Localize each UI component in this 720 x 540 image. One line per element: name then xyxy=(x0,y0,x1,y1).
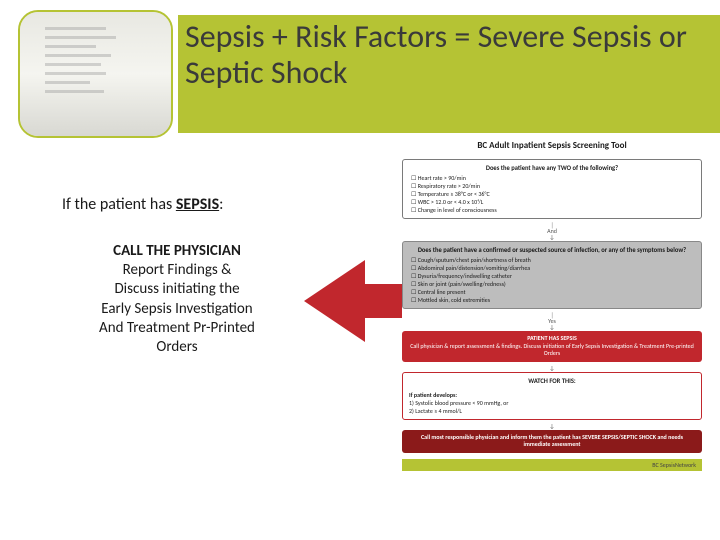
if-prefix: If the patient has xyxy=(62,195,176,214)
header-band: Sepsis + Risk Factors = Severe Sepsis or… xyxy=(0,15,720,133)
list-item: Dysuria/frequency/indwelling catheter xyxy=(411,272,695,280)
tool-title: BC Adult Inpatient Sepsis Screening Tool xyxy=(402,140,702,151)
if-sepsis-line: If the patient has SEPSIS: xyxy=(62,195,292,214)
footer-label: BC SepsisNetwork xyxy=(652,461,696,469)
list-item: Skin or joint (pain/swelling/redness) xyxy=(411,280,695,288)
connector-down-2: ↓ xyxy=(402,422,702,430)
action-line: Early Sepsis Investigation xyxy=(66,300,288,319)
screening-tool-card: BC Adult Inpatient Sepsis Screening Tool… xyxy=(402,140,702,471)
list-item: Heart rate > 90/min xyxy=(411,174,695,182)
list-item: WBC > 12.0 or < 4.0 x 10⁹/L xyxy=(411,198,695,206)
severe-text: Call most responsible physician and info… xyxy=(421,433,683,449)
list-item: Respiratory rate > 20/min xyxy=(411,182,695,190)
list-item: Abdominal pain/distension/vomiting/diarr… xyxy=(411,264,695,272)
patient-has-sepsis-box: PATIENT HAS SEPSIS Call physician & repo… xyxy=(402,331,702,362)
list-item: Mottled skin, cold extremities xyxy=(411,296,695,304)
sepsis-underlined: SEPSIS xyxy=(176,195,219,214)
list-item: 2) Lactate ≥ 4 mmol/L xyxy=(409,407,695,415)
connector-down: ↓ xyxy=(402,364,702,372)
action-line: Report Findings & xyxy=(66,261,288,280)
call-physician-label: CALL THE PHYSICIAN xyxy=(66,242,288,261)
tool-footer: BC SepsisNetwork xyxy=(402,459,702,471)
action-line: And Treatment Pr-Printed xyxy=(66,319,288,338)
list-item: Temperature ≥ 38°C or < 36°C xyxy=(411,190,695,198)
connector-and: │ And ↓ xyxy=(402,221,702,241)
colon: : xyxy=(219,195,223,214)
list-item: Central line present xyxy=(411,288,695,296)
criteria-box-1: Does the patient have any TWO of the fol… xyxy=(402,159,702,219)
action-line: Discuss initiating the xyxy=(66,280,288,299)
redbox-body: Call physician & report assessment & fin… xyxy=(408,343,696,358)
instruction-block: If the patient has SEPSIS: CALL THE PHYS… xyxy=(62,195,292,357)
list-item: Change in level of consciousness xyxy=(411,206,695,214)
list-item: 1) Systolic blood pressure < 90 mmHg, or xyxy=(409,399,695,407)
severe-sepsis-box: Call most responsible physician and info… xyxy=(402,430,702,453)
criteria-box-2: Does the patient have a confirmed or sus… xyxy=(402,241,702,309)
slide-title: Sepsis + Risk Factors = Severe Sepsis or… xyxy=(185,19,700,91)
watch-header: WATCH FOR THIS: xyxy=(409,377,695,385)
box1-header: Does the patient have any TWO of the fol… xyxy=(409,164,695,172)
thumbnail-image xyxy=(18,10,173,138)
connector-yes: │ Yes ↓ xyxy=(402,311,702,331)
action-line: Orders xyxy=(66,338,288,357)
watch-box: WATCH FOR THIS: If patient develops: 1) … xyxy=(402,372,702,420)
box2-list: Cough/sputum/chest pain/shortness of bre… xyxy=(409,256,695,304)
action-block: CALL THE PHYSICIAN Report Findings & Dis… xyxy=(62,242,292,357)
box1-list: Heart rate > 90/min Respiratory rate > 2… xyxy=(409,174,695,214)
box2-header: Does the patient have a confirmed or sus… xyxy=(409,246,695,254)
list-item: Cough/sputum/chest pain/shortness of bre… xyxy=(411,256,695,264)
develops-label: If patient develops: xyxy=(409,391,695,399)
